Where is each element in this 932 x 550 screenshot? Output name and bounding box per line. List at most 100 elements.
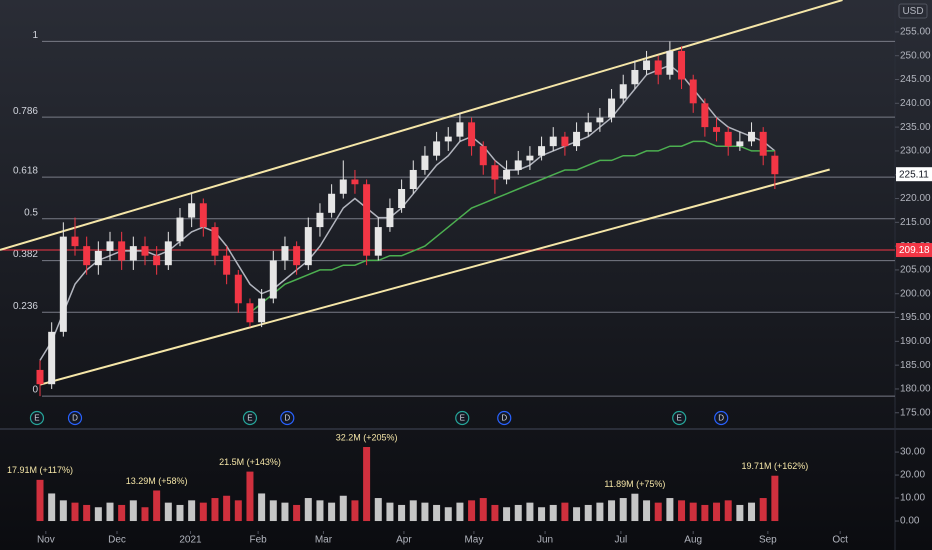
candle-body	[701, 103, 709, 128]
volume-bar	[514, 504, 522, 522]
x-tick-label: Sep	[759, 535, 777, 546]
candle-body	[398, 189, 406, 209]
event-marker	[280, 410, 295, 426]
volume-bar	[48, 493, 56, 522]
y-tick-label: 195.00	[900, 312, 931, 323]
event-label: E	[677, 414, 682, 423]
volume-bar	[759, 498, 767, 522]
candle-body	[433, 141, 441, 156]
event-label: E	[460, 414, 465, 423]
candle-body	[59, 236, 67, 332]
x-tick-label: Dec	[108, 535, 126, 546]
candle-body	[678, 50, 686, 80]
event-label: E	[247, 414, 252, 423]
candle-body	[584, 122, 592, 132]
candle-body	[596, 117, 604, 123]
y-tick-label: 220.00	[900, 193, 931, 204]
candle-body	[573, 131, 581, 147]
candle-body	[444, 136, 452, 142]
candle-body	[526, 155, 534, 161]
volume-bar	[36, 479, 44, 522]
event-label: D	[284, 414, 290, 423]
candle-body	[514, 160, 522, 170]
volume-bar	[83, 504, 91, 522]
candle-body	[363, 184, 371, 256]
volume-bar	[316, 500, 324, 522]
candle-body	[71, 236, 79, 247]
volume-bar	[211, 498, 219, 522]
fib-label: 1	[32, 30, 38, 41]
candle-body	[689, 79, 697, 104]
candle-body	[176, 217, 184, 242]
volume-label: 21.5M (+143%)	[219, 457, 281, 467]
y-tick-label: 180.00	[900, 384, 931, 395]
volume-bar	[421, 502, 429, 522]
x-tick-label: Mar	[315, 535, 333, 546]
fib-label: 0.786	[13, 106, 38, 117]
alert-price: 209.18	[899, 245, 930, 256]
volume-bar	[59, 500, 67, 522]
volume-bar	[689, 502, 697, 522]
x-tick-label: Aug	[684, 535, 702, 546]
x-tick-label: Feb	[250, 535, 268, 546]
candle-body	[654, 60, 662, 75]
candle-body	[304, 227, 312, 266]
y-tick-label: 230.00	[900, 146, 931, 157]
y-tick-label: 200.00	[900, 288, 931, 299]
fib-label: 0.236	[13, 301, 38, 312]
volume-bar	[281, 502, 289, 522]
volume-bar	[386, 502, 394, 522]
candle-body	[724, 131, 732, 147]
volume-bar	[106, 502, 114, 522]
event-marker	[714, 410, 729, 426]
volume-bar	[129, 500, 137, 522]
volume-bar	[234, 500, 242, 522]
volume-bar	[736, 504, 744, 522]
volume-bar	[526, 502, 534, 522]
candle-body	[409, 169, 417, 190]
candle-body	[211, 227, 219, 256]
candle-body	[759, 131, 767, 156]
volume-bar	[374, 498, 382, 522]
candle-body	[538, 146, 546, 156]
candle-body	[549, 136, 557, 147]
candle-body	[503, 169, 511, 180]
candle-body	[421, 155, 429, 170]
y-tick-label: 255.00	[900, 27, 931, 38]
volume-tick-label: 0.00	[900, 516, 920, 527]
candle-body	[269, 260, 277, 299]
candle-body	[328, 193, 336, 213]
candle-body	[748, 131, 756, 142]
volume-bar	[444, 507, 452, 522]
volume-bar	[631, 493, 639, 522]
fib-label: 0.5	[24, 207, 38, 218]
volume-bar	[713, 502, 721, 522]
candle-body	[713, 127, 721, 132]
volume-bar	[701, 504, 709, 522]
candle-body	[491, 165, 499, 180]
volume-bar	[351, 500, 359, 522]
volume-bar	[269, 500, 277, 522]
event-marker	[672, 410, 687, 426]
volume-bar	[456, 502, 464, 522]
alert-price-box	[896, 243, 932, 258]
volume-bar	[363, 447, 371, 522]
volume-bar	[491, 504, 499, 522]
volume-bar	[771, 475, 779, 522]
x-tick-label: Oct	[832, 535, 848, 546]
volume-bar	[479, 498, 487, 522]
volume-bar	[654, 502, 662, 522]
candle-body	[164, 241, 172, 266]
volume-bar	[724, 500, 732, 522]
volume-bar	[608, 500, 616, 522]
candle-body	[374, 227, 382, 256]
y-tick-label: 175.00	[900, 407, 931, 418]
candle-body	[258, 298, 266, 323]
volume-bar	[666, 498, 674, 522]
volume-tick-label: 10.00	[900, 493, 925, 504]
candle-body	[188, 203, 196, 218]
volume-bar	[153, 490, 161, 522]
last-price: 225.11	[899, 169, 929, 180]
candle-body	[199, 203, 207, 228]
